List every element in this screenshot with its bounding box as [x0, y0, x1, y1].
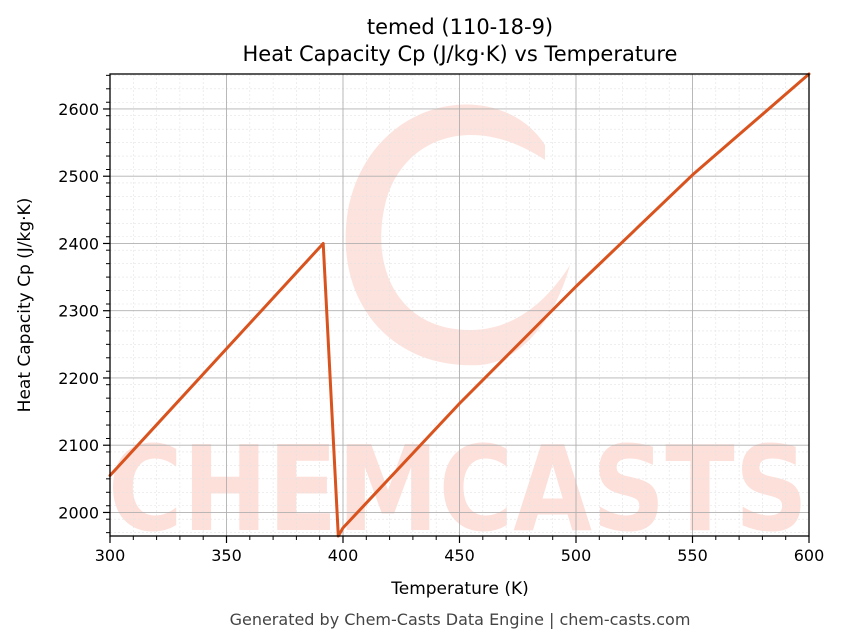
- y-tick-label: 2200: [58, 369, 99, 388]
- x-axis-label: Temperature (K): [390, 579, 529, 599]
- y-tick-label: 2300: [58, 302, 99, 321]
- tick-layer: 300 350 400 450 500 550 600 2000 2100 2200 2300 240…: [58, 74, 825, 565]
- x-tick-label: 600: [794, 546, 825, 565]
- y-tick-label: 2500: [58, 167, 99, 186]
- watermark-text: CHEMCASTS: [108, 420, 808, 558]
- x-tick-label: 550: [677, 546, 708, 565]
- chart-title-line2: Heat Capacity Cp (J/kg·K) vs Temperature: [243, 42, 678, 66]
- footer-credit: Generated by Chem-Casts Data Engine | ch…: [230, 610, 691, 629]
- watermark-logo: [345, 104, 570, 366]
- chart-title-line1: temed (110-18-9): [367, 15, 553, 39]
- x-tick-label: 400: [328, 546, 359, 565]
- y-tick-label: 2000: [58, 503, 99, 522]
- series-line: [108, 72, 811, 538]
- y-tick-label: 2400: [58, 234, 99, 253]
- x-tick-label: 500: [561, 546, 592, 565]
- x-tick-label: 350: [211, 546, 242, 565]
- y-tick-label: 2100: [58, 436, 99, 455]
- y-axis-label: Heat Capacity Cp (J/kg·K): [15, 198, 35, 413]
- y-tick-label: 2600: [58, 100, 99, 119]
- x-tick-label: 450: [444, 546, 475, 565]
- series-layer: [108, 72, 811, 538]
- x-tick-label: 300: [95, 546, 126, 565]
